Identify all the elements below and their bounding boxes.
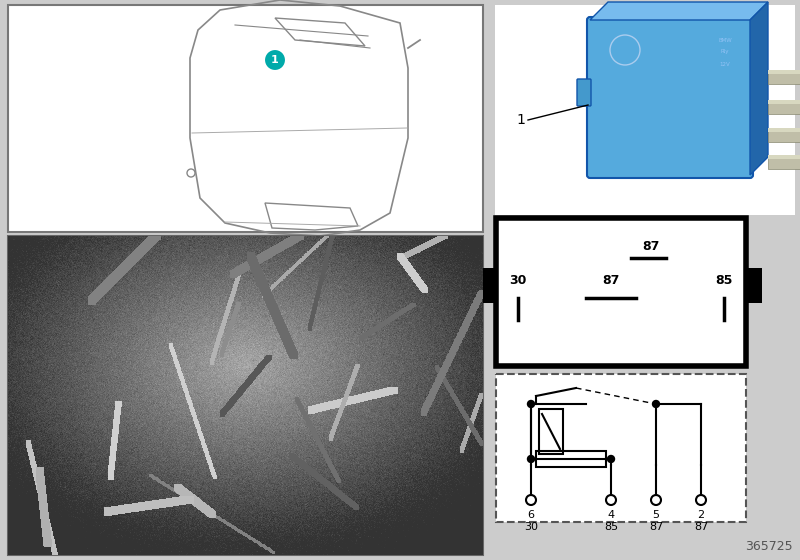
Text: 30: 30 (510, 273, 526, 287)
Text: 365725: 365725 (746, 540, 793, 553)
Text: Rly: Rly (721, 49, 730, 54)
Text: 4: 4 (607, 510, 614, 520)
Text: 87: 87 (642, 240, 660, 253)
Bar (768, 70, 800, 74)
Bar (495, 5, 795, 215)
FancyBboxPatch shape (577, 79, 591, 106)
Bar (539, 409, 563, 454)
Bar (536, 451, 606, 467)
Bar (496, 218, 746, 366)
Text: 1: 1 (271, 55, 279, 65)
Bar (746, 268, 762, 303)
Bar (496, 374, 746, 522)
Text: 30: 30 (524, 522, 538, 532)
Circle shape (88, 448, 112, 472)
Bar (188, 330, 313, 390)
Bar (768, 128, 800, 132)
Bar (8, 236, 483, 555)
Circle shape (527, 400, 534, 408)
Bar (335, 410, 480, 550)
Bar (8, 5, 483, 232)
Text: 2: 2 (698, 510, 705, 520)
Text: 6: 6 (527, 510, 534, 520)
Text: K6341*1B: K6341*1B (196, 369, 273, 383)
Text: 85: 85 (715, 273, 733, 287)
Circle shape (527, 455, 534, 463)
Circle shape (607, 455, 614, 463)
FancyBboxPatch shape (587, 17, 753, 178)
Circle shape (264, 49, 286, 71)
Text: 85: 85 (604, 522, 618, 532)
Bar (768, 100, 800, 104)
Text: 87: 87 (602, 273, 620, 287)
Text: K6341: K6341 (196, 337, 250, 352)
Bar (480, 268, 496, 303)
Text: BMW: BMW (718, 38, 732, 43)
Text: 1: 1 (516, 113, 525, 127)
Text: 1: 1 (96, 454, 104, 466)
Bar (768, 70, 800, 84)
Text: 87: 87 (694, 522, 708, 532)
Bar (768, 155, 800, 159)
Bar (768, 100, 800, 114)
Polygon shape (750, 2, 768, 175)
Polygon shape (590, 2, 768, 20)
Bar (768, 128, 800, 142)
Text: 5: 5 (653, 510, 659, 520)
Text: 87: 87 (649, 522, 663, 532)
Text: EO E84 12N20 0002: EO E84 12N20 0002 (18, 539, 130, 549)
Text: 12V: 12V (720, 62, 730, 67)
Circle shape (653, 400, 659, 408)
Bar (768, 155, 800, 169)
